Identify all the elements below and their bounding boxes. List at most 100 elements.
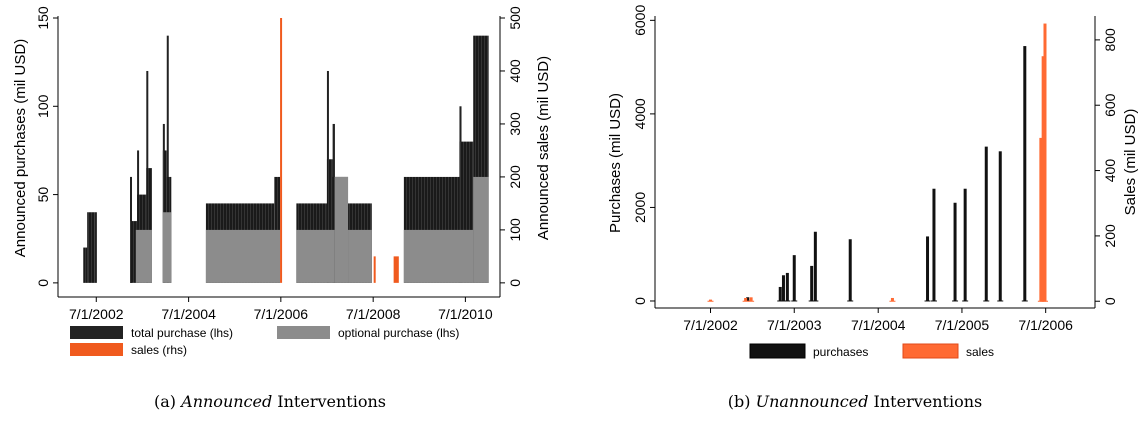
panel-a-left-axis-label: Announced purchases (mil USD) — [12, 39, 29, 257]
b-ytick-label-0: 0 — [632, 297, 648, 305]
a-segment-0-5 — [146, 168, 152, 283]
b-bar-0-9 — [932, 188, 936, 301]
panel-b-caption: (b) Unannounced Interventions — [728, 392, 982, 411]
a-series-sales-rhs — [280, 18, 399, 283]
b-bar-0-1 — [778, 286, 782, 301]
panel-a-marks — [83, 18, 489, 283]
a-ytick-right-label-3: 300 — [507, 112, 523, 136]
legend-swatch-optional-purchase — [277, 326, 330, 339]
b-bar-0-8 — [926, 236, 930, 301]
b-xtick-label-1: 7/1/2003 — [767, 317, 822, 333]
legend-swatch-purchases — [749, 343, 806, 359]
b-ytick-right-label-0: 0 — [1102, 297, 1118, 305]
a-segment-0-3 — [130, 221, 138, 283]
b-ytick-right-label-3: 600 — [1102, 93, 1118, 117]
a-spike-2 — [94, 212, 97, 283]
b-bar-0-5 — [810, 265, 814, 301]
b-ytick-right-label-1: 200 — [1102, 224, 1118, 248]
b-ytick-label-2: 4000 — [632, 98, 648, 129]
panel-a-legend: total purchase (lhs) optional purchase (… — [70, 326, 459, 357]
b-bar-1-6 — [1043, 23, 1047, 302]
b-bar-0-0 — [746, 297, 750, 301]
b-bar-0-6 — [813, 231, 817, 301]
a-ytick-label-1: 50 — [35, 187, 51, 203]
legend-label-purchases: purchases — [813, 345, 868, 359]
a-segment-0-11 — [326, 159, 333, 283]
b-bar-1-0 — [709, 299, 713, 302]
b-bar-0-7 — [848, 239, 852, 301]
b-bar-0-4 — [792, 255, 796, 301]
panel-b-marks — [707, 23, 1048, 302]
panel-b-axes: 0 2000 4000 6000 0 200 400 600 800 7/1/2002 7/1/20… — [632, 5, 1118, 333]
b-bar-1-3 — [890, 297, 894, 302]
a-xtick-label-0: 7/1/2002 — [69, 306, 124, 322]
b-xtick-label-0: 7/1/2002 — [683, 317, 738, 333]
a-ytick-right-label-4: 400 — [507, 59, 523, 83]
panel-b-caption-prefix: (b) — [728, 392, 751, 411]
a-segment-1-1 — [162, 212, 172, 283]
b-xtick-label-3: 7/1/2005 — [935, 317, 990, 333]
b-series-purchases — [744, 46, 1028, 302]
a-ytick-right-label-5: 500 — [507, 6, 523, 30]
a-segment-1-5 — [348, 229, 372, 283]
a-ytick-right-label-0: 0 — [507, 279, 523, 287]
panel-a-caption-emphasis: Announced — [179, 392, 272, 411]
b-series-sales — [707, 23, 1048, 302]
legend-label-optional-purchase: optional purchase (lhs) — [338, 326, 459, 340]
b-bar-0-10 — [953, 202, 957, 301]
a-series-optional-purchase-lhs — [135, 176, 489, 283]
b-xtick-label-2: 7/1/2004 — [851, 317, 906, 333]
panel-unannounced: 0 2000 4000 6000 0 200 400 600 800 7/1/2002 7/1/20… — [607, 5, 1138, 411]
legend-label-sales-b: sales — [966, 345, 994, 359]
panel-b-caption-emphasis: Unannounced — [756, 392, 869, 411]
b-bar-1-2 — [749, 297, 753, 302]
legend-label-total-purchase: total purchase (lhs) — [131, 326, 233, 340]
b-bar-0-3 — [785, 272, 789, 301]
panel-a-caption: (a) Announced Interventions — [154, 392, 386, 411]
a-segment-2-0 — [280, 18, 283, 283]
a-spike-7 — [166, 35, 169, 283]
a-xtick-label-2: 7/1/2006 — [254, 306, 309, 322]
a-ytick-label-0: 0 — [35, 279, 51, 287]
a-ytick-right-label-1: 100 — [507, 218, 523, 242]
b-ytick-label-3: 6000 — [632, 5, 648, 36]
b-bar-0-14 — [1023, 46, 1027, 301]
legend-swatch-total-purchase — [70, 326, 123, 339]
a-segment-1-0 — [135, 229, 152, 283]
a-segment-1-6 — [403, 229, 474, 283]
a-ytick-right-label-2: 200 — [507, 165, 523, 189]
a-segment-2-2 — [393, 256, 399, 283]
b-ytick-right-label-4: 800 — [1102, 28, 1118, 52]
b-bar-0-12 — [984, 146, 988, 301]
a-ytick-label-3: 150 — [35, 6, 51, 30]
a-segment-0-0 — [83, 247, 88, 283]
a-segment-1-2 — [205, 229, 281, 283]
b-bar-0-13 — [998, 151, 1002, 301]
panel-a-right-axis-label: Announced sales (mil USD) — [535, 56, 552, 240]
legend-label-sales: sales (rhs) — [131, 343, 187, 357]
panel-b-caption-rest: Interventions — [868, 392, 982, 411]
b-bar-0-2 — [781, 275, 785, 301]
b-bar-1-4 — [1039, 137, 1043, 302]
a-segment-0-1 — [87, 212, 95, 283]
panel-announced: 0 50 100 150 0 100 200 300 400 500 7/1/2002 7/1/200… — [12, 6, 552, 411]
b-bar-1-1 — [744, 297, 748, 302]
a-segment-1-4 — [334, 176, 349, 283]
a-xtick-label-1: 7/1/2004 — [161, 306, 216, 322]
panel-a-caption-rest: Interventions — [272, 392, 386, 411]
b-ytick-label-1: 2000 — [632, 192, 648, 223]
a-segment-1-7 — [473, 176, 489, 283]
a-xtick-label-3: 7/1/2008 — [346, 306, 401, 322]
a-xtick-label-4: 7/1/2010 — [438, 306, 493, 322]
b-bar-0-11 — [963, 188, 967, 301]
b-bar-1-5 — [1041, 56, 1045, 302]
panel-b-legend: purchases sales — [749, 343, 994, 359]
panel-b-right-axis-label: Sales (mil USD) — [1122, 109, 1138, 216]
b-ytick-right-label-2: 400 — [1102, 159, 1118, 183]
legend-swatch-sales — [70, 343, 123, 356]
a-ytick-label-2: 100 — [35, 94, 51, 118]
legend-swatch-sales-b — [902, 343, 959, 359]
panel-b-left-axis-label: Purchases (mil USD) — [607, 93, 624, 233]
